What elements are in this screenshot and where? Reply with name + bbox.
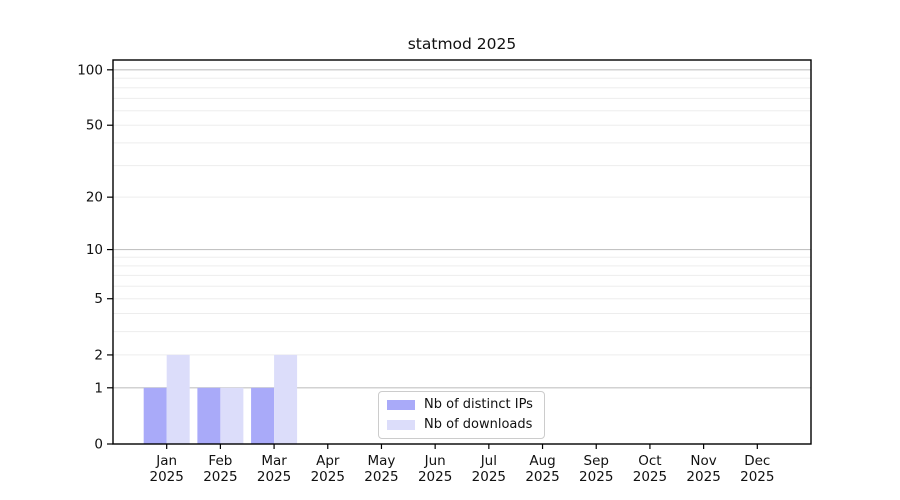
legend-swatch-downloads — [387, 419, 415, 430]
bar-nb-of-downloads-mar — [274, 354, 298, 444]
x-tick-label-month-feb: Feb — [208, 453, 232, 469]
x-tick-label-month-jun: Jun — [424, 453, 446, 469]
legend-item-distinct-ips: Nb of distinct IPs — [387, 397, 535, 412]
bar-nb-of-downloads-jan — [166, 354, 190, 444]
y-tick-label-1: 1 — [94, 380, 103, 396]
legend-label-distinct-ips: Nb of distinct IPs — [424, 397, 533, 412]
legend-label-downloads: Nb of downloads — [424, 417, 533, 432]
x-tick-label-month-aug: Aug — [529, 453, 555, 469]
x-tick-label-year-jul: 2025 — [472, 469, 506, 485]
x-tick-label-month-may: May — [368, 453, 396, 469]
x-tick-label-year-mar: 2025 — [257, 469, 291, 485]
legend-swatch-distinct-ips — [387, 399, 415, 410]
x-tick-label-month-sep: Sep — [584, 453, 609, 469]
plot-frame — [112, 59, 812, 445]
x-tick-label-month-nov: Nov — [690, 453, 716, 469]
bar-nb-of-distinct-ips-mar — [251, 387, 275, 444]
x-tick-label-month-apr: Apr — [316, 453, 340, 469]
bar-nb-of-downloads-feb — [220, 387, 244, 444]
y-tick-label-100: 100 — [77, 62, 103, 78]
y-tick-label-5: 5 — [94, 291, 103, 307]
y-tick-label-2: 2 — [94, 347, 103, 363]
x-tick-label-year-feb: 2025 — [203, 469, 237, 485]
x-tick-label-month-mar: Mar — [261, 453, 287, 469]
x-tick-label-month-jul: Jul — [480, 453, 497, 469]
chart-title: statmod 2025 — [407, 35, 517, 53]
y-tick-label-10: 10 — [86, 242, 103, 258]
y-tick-label-0: 0 — [94, 437, 103, 453]
x-tick-label-year-apr: 2025 — [311, 469, 345, 485]
bar-nb-of-distinct-ips-feb — [197, 387, 221, 444]
x-tick-label-year-sep: 2025 — [579, 469, 613, 485]
x-tick-label-year-dec: 2025 — [740, 469, 774, 485]
bar-nb-of-distinct-ips-jan — [143, 387, 167, 444]
x-tick-label-month-oct: Oct — [638, 453, 661, 469]
x-tick-label-year-jan: 2025 — [150, 469, 184, 485]
legend: Nb of distinct IPs Nb of downloads — [378, 391, 545, 439]
legend-item-downloads: Nb of downloads — [387, 417, 535, 432]
x-tick-label-year-may: 2025 — [364, 469, 398, 485]
y-tick-label-20: 20 — [86, 190, 103, 206]
x-tick-label-year-nov: 2025 — [686, 469, 720, 485]
x-tick-label-month-jan: Jan — [155, 453, 177, 469]
x-tick-label-year-aug: 2025 — [525, 469, 559, 485]
x-tick-label-month-dec: Dec — [744, 453, 770, 469]
y-tick-label-50: 50 — [86, 118, 103, 134]
x-tick-label-year-oct: 2025 — [633, 469, 667, 485]
x-tick-label-year-jun: 2025 — [418, 469, 452, 485]
